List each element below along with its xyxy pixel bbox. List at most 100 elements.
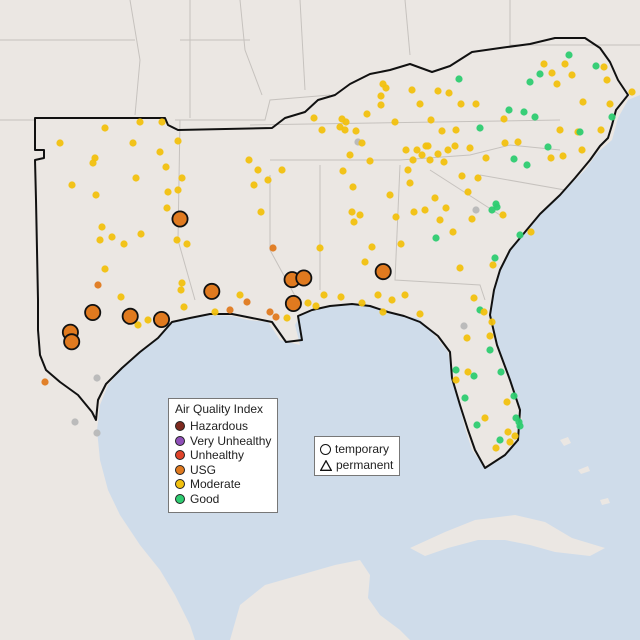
station-dot[interactable] [94, 281, 102, 289]
station-dot[interactable] [553, 80, 561, 88]
station-dot[interactable] [173, 236, 181, 244]
station-dot[interactable] [445, 89, 453, 97]
station-dot[interactable] [458, 172, 466, 180]
usg-site-marker[interactable] [84, 303, 102, 321]
station-dot[interactable] [101, 265, 109, 273]
station-dot[interactable] [98, 223, 106, 231]
station-dot[interactable] [178, 174, 186, 182]
station-dot[interactable] [606, 100, 614, 108]
station-dot[interactable] [463, 334, 471, 342]
station-dot[interactable] [418, 151, 426, 159]
station-dot[interactable] [163, 204, 171, 212]
station-dot[interactable] [211, 308, 219, 316]
usg-site-marker[interactable] [121, 307, 139, 325]
station-dot[interactable] [178, 279, 186, 287]
station-dot[interactable] [272, 313, 280, 321]
station-dot[interactable] [379, 308, 387, 316]
station-dot[interactable] [388, 296, 396, 304]
station-dot[interactable] [481, 414, 489, 422]
station-dot[interactable] [440, 158, 448, 166]
station-dot[interactable] [526, 78, 534, 86]
station-dot[interactable] [226, 306, 234, 314]
station-dot[interactable] [603, 76, 611, 84]
station-dot[interactable] [536, 70, 544, 78]
station-dot[interactable] [250, 181, 258, 189]
station-dot[interactable] [363, 110, 371, 118]
station-dot[interactable] [510, 155, 518, 163]
usg-site-marker[interactable] [203, 282, 221, 300]
station-dot[interactable] [488, 206, 496, 214]
station-dot[interactable] [438, 127, 446, 135]
station-dot[interactable] [506, 438, 514, 446]
station-dot[interactable] [499, 211, 507, 219]
station-dot[interactable] [408, 86, 416, 94]
station-dot[interactable] [515, 418, 523, 426]
station-dot[interactable] [470, 372, 478, 380]
station-dot[interactable] [401, 291, 409, 299]
station-dot[interactable] [473, 421, 481, 429]
station-dot[interactable] [350, 218, 358, 226]
station-dot[interactable] [520, 108, 528, 116]
station-dot[interactable] [516, 231, 524, 239]
station-dot[interactable] [456, 264, 464, 272]
station-dot[interactable] [432, 234, 440, 242]
station-dot[interactable] [283, 314, 291, 322]
station-dot[interactable] [391, 118, 399, 126]
station-dot[interactable] [352, 127, 360, 135]
station-dot[interactable] [568, 71, 576, 79]
station-dot[interactable] [434, 87, 442, 95]
station-dot[interactable] [310, 114, 318, 122]
station-dot[interactable] [316, 244, 324, 252]
station-dot[interactable] [134, 321, 142, 329]
station-dot[interactable] [628, 88, 636, 96]
station-dot[interactable] [164, 188, 172, 196]
station-dot[interactable] [397, 240, 405, 248]
station-dot[interactable] [492, 444, 500, 452]
station-dot[interactable] [320, 291, 328, 299]
station-dot[interactable] [338, 115, 346, 123]
station-dot[interactable] [266, 308, 274, 316]
station-dot[interactable] [514, 138, 522, 146]
station-dot[interactable] [341, 126, 349, 134]
station-dot[interactable] [101, 124, 109, 132]
station-dot[interactable] [505, 106, 513, 114]
station-dot[interactable] [442, 204, 450, 212]
usg-site-marker[interactable] [171, 210, 189, 228]
usg-site-marker[interactable] [374, 263, 392, 281]
station-dot[interactable] [312, 302, 320, 310]
station-dot[interactable] [452, 366, 460, 374]
station-dot[interactable] [174, 137, 182, 145]
station-dot[interactable] [356, 211, 364, 219]
station-dot[interactable] [470, 294, 478, 302]
station-dot[interactable] [480, 308, 488, 316]
station-dot[interactable] [511, 432, 519, 440]
station-dot[interactable] [576, 128, 584, 136]
station-dot[interactable] [416, 100, 424, 108]
station-dot[interactable] [416, 310, 424, 318]
station-dot[interactable] [597, 126, 605, 134]
station-dot[interactable] [68, 181, 76, 189]
station-dot[interactable] [174, 186, 182, 194]
usg-site-marker[interactable] [152, 310, 170, 328]
station-dot[interactable] [461, 394, 469, 402]
station-dot[interactable] [523, 161, 531, 169]
station-dot[interactable] [544, 143, 552, 151]
station-dot[interactable] [269, 244, 277, 252]
station-dot[interactable] [56, 139, 64, 147]
station-dot[interactable] [348, 208, 356, 216]
station-dot[interactable] [402, 146, 410, 154]
station-dot[interactable] [136, 118, 144, 126]
station-dot[interactable] [236, 291, 244, 299]
station-dot[interactable] [404, 166, 412, 174]
station-dot[interactable] [349, 183, 357, 191]
station-dot[interactable] [377, 101, 385, 109]
station-dot[interactable] [579, 98, 587, 106]
usg-site-marker[interactable] [284, 294, 302, 312]
station-dot[interactable] [413, 146, 421, 154]
station-dot[interactable] [561, 60, 569, 68]
station-dot[interactable] [137, 230, 145, 238]
station-dot[interactable] [156, 148, 164, 156]
station-dot[interactable] [254, 166, 262, 174]
station-dot[interactable] [436, 216, 444, 224]
